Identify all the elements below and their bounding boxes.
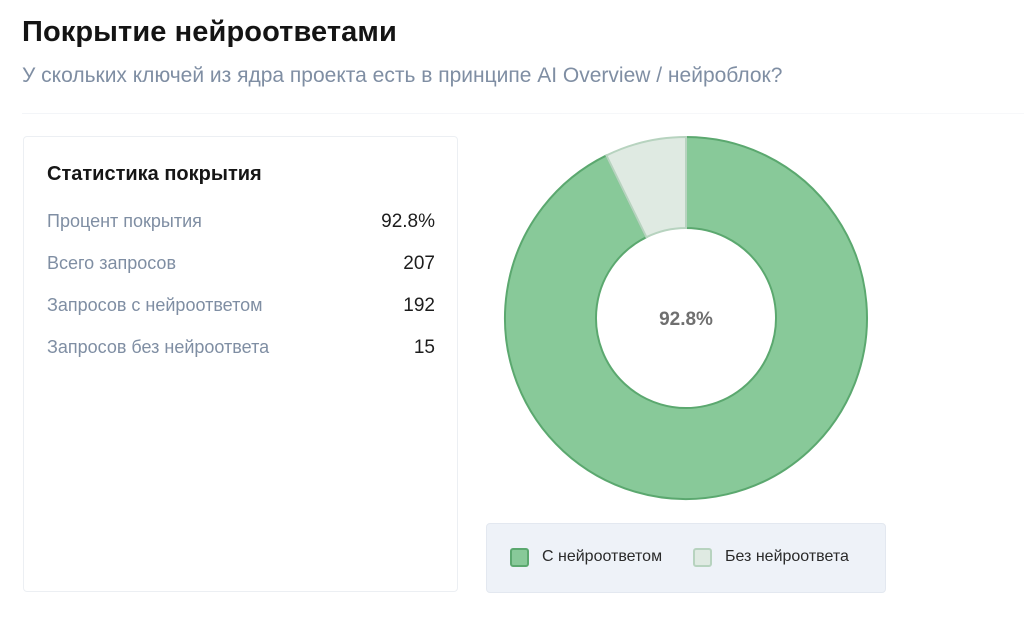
stat-value: 15 (413, 337, 435, 358)
stat-value: 207 (403, 253, 435, 274)
page-title: Покрытие нейроответами (22, 16, 397, 48)
header-divider (22, 113, 1024, 114)
legend-label: С нейроответом (542, 548, 663, 565)
stat-label: Запросов без нейроответа (47, 337, 270, 357)
stat-label: Запросов с нейроответом (47, 295, 263, 315)
page-subtitle: У скольких ключей из ядра проекта есть в… (22, 64, 783, 87)
stat-value: 192 (403, 295, 435, 316)
stat-row-without-answer: Запросов без нейроответа 15 (47, 337, 435, 363)
stat-label: Всего запросов (47, 253, 177, 273)
stat-row-total-queries: Всего запросов 207 (47, 253, 435, 279)
slices-group (504, 135, 868, 500)
stat-row-coverage-percent: Процент покрытия 92.8% (47, 211, 435, 237)
stat-row-with-answer: Запросов с нейроответом 192 (47, 295, 435, 321)
legend-swatch-without-answer (693, 548, 712, 567)
chart-legend: С нейроответом Без нейроответа (486, 523, 886, 593)
slice-with-answer[interactable] (504, 135, 868, 500)
stat-value: 92.8% (381, 211, 435, 232)
legend-label: Без нейроответа (725, 548, 849, 565)
doughnut-chart-svg: 92.8% (504, 135, 868, 500)
legend-swatch-with-answer (510, 548, 529, 567)
center-label: 92.8% (659, 309, 713, 330)
stat-label: Процент покрытия (47, 211, 202, 231)
stats-card: Статистика покрытия Процент покрытия 92.… (23, 136, 458, 592)
slice-without-answer[interactable] (605, 135, 687, 239)
stats-title: Статистика покрытия (47, 163, 262, 185)
doughnut-chart: 92.8% (498, 130, 874, 506)
